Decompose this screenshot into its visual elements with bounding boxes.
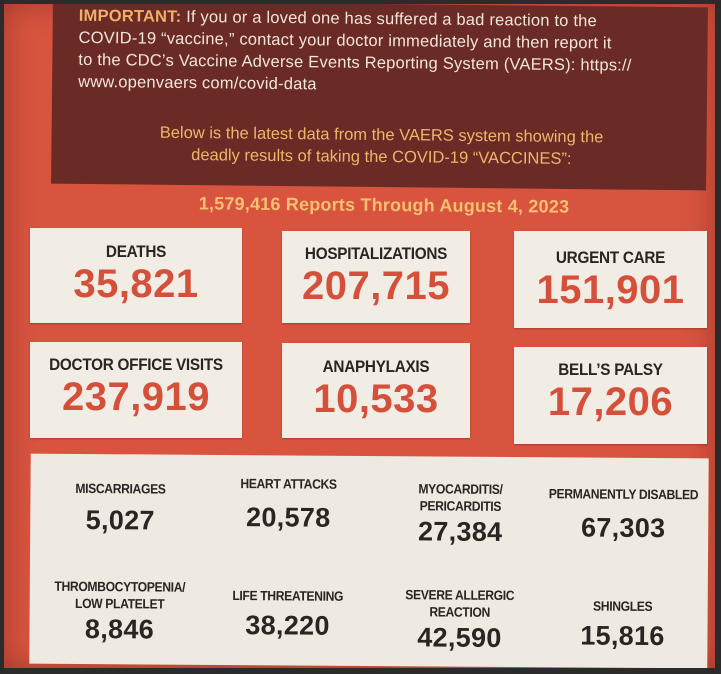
- stat-value: 20,578: [245, 502, 331, 533]
- reports-count-line: 1,579,416 Reports Through August 4, 2023: [198, 193, 570, 217]
- stat-label-line-1: THROMBOCYTOPENIA/: [54, 578, 186, 595]
- notice-subheading: Below is the latest data from the VAERS …: [81, 121, 681, 171]
- stat-value: 35,821: [73, 262, 199, 306]
- important-notice-box: IMPORTANT: If you or a loved one has suf…: [51, 4, 708, 191]
- stat-label-line-2: PERICARDITIS: [419, 498, 502, 514]
- stat-shingles: SHINGLES 15,816: [539, 597, 705, 652]
- stat-label: DEATHS: [105, 242, 167, 261]
- stat-label-line-2: REACTION: [429, 604, 490, 620]
- stat-heart-attacks: HEART ATTACKS 20,578: [208, 475, 368, 533]
- stat-label: SHINGLES: [593, 598, 653, 614]
- stat-value: 151,901: [536, 268, 685, 312]
- stat-severe-allergic-reaction: SEVERE ALLERGIC REACTION 42,590: [379, 586, 539, 653]
- stat-value: 42,590: [417, 622, 502, 653]
- stat-label: MISCARRIAGES: [75, 480, 166, 497]
- stat-value: 237,919: [61, 375, 211, 419]
- important-label: IMPORTANT:: [78, 6, 182, 26]
- stat-thrombocytopenia: THROMBOCYTOPENIA/ LOW PLATELET 8,846: [39, 578, 199, 645]
- stat-permanently-disabled: PERMANENTLY DISABLED 67,303: [538, 485, 708, 543]
- stat-life-threatening: LIFE THREATENING 38,220: [207, 587, 367, 641]
- stat-value: 67,303: [580, 512, 666, 544]
- notice-sub-line-2: deadly results of taking the COVID-19 “V…: [191, 146, 572, 169]
- notice-text: IMPORTANT: If you or a loved one has suf…: [78, 5, 689, 99]
- stat-label-line-2: LOW PLATELET: [75, 595, 165, 612]
- stat-label: HOSPITALIZATIONS: [304, 244, 448, 263]
- stat-miscarriages: MISCARRIAGES 5,027: [40, 480, 200, 536]
- notice-line-4: www.openvaers com/covid-data: [78, 72, 317, 94]
- stat-value: 5,027: [85, 505, 155, 536]
- stat-label-line-1: MYOCARDITIS/: [418, 481, 503, 497]
- notice-sub-line-1: Below is the latest data from the VAERS …: [159, 123, 604, 147]
- stat-card-urgent-care: URGENT CARE 151,901: [514, 231, 707, 328]
- stat-label: ANAPHYLAXIS: [322, 357, 430, 376]
- stat-label: DOCTOR OFFICE VISITS: [49, 355, 223, 374]
- notice-line-1: If you or a loved one has suffered a bad…: [186, 7, 598, 31]
- stat-label: LIFE THREATENING: [232, 588, 344, 604]
- stat-card-bells-palsy: BELL’S PALSY 17,206: [514, 347, 707, 444]
- stat-value: 8,846: [84, 614, 155, 645]
- stat-card-hospitalizations: HOSPITALIZATIONS 207,715: [282, 231, 470, 323]
- stat-myocarditis: MYOCARDITIS/ PERICARDITIS 27,384: [380, 480, 540, 547]
- stat-label: PERMANENTLY DISABLED: [548, 486, 699, 503]
- stat-value: 15,816: [580, 620, 665, 652]
- stat-value: 207,715: [301, 264, 451, 308]
- stat-card-doctor-office-visits: DOCTOR OFFICE VISITS 237,919: [30, 342, 242, 438]
- stat-card-deaths: DEATHS 35,821: [30, 228, 242, 323]
- newspaper-clipping: IMPORTANT: If you or a loved one has suf…: [4, 4, 715, 668]
- stat-label: HEART ATTACKS: [240, 476, 337, 492]
- stat-value: 27,384: [417, 516, 503, 547]
- stat-label-line-1: SEVERE ALLERGIC: [405, 587, 515, 604]
- stat-value: 38,220: [245, 610, 330, 641]
- stat-value: 10,533: [313, 377, 439, 421]
- notice-line-2: COVID-19 “vaccine,” contact your doctor …: [78, 28, 612, 53]
- notice-line-3: to the CDC’s Vaccine Adverse Events Repo…: [78, 50, 632, 75]
- stat-label: BELL’S PALSY: [558, 360, 663, 379]
- stat-value: 17,206: [547, 380, 674, 424]
- stat-label: URGENT CARE: [555, 248, 666, 267]
- stat-card-anaphylaxis: ANAPHYLAXIS 10,533: [282, 343, 470, 438]
- secondary-stats-grid: MISCARRIAGES 5,027 HEART ATTACKS 20,578 …: [29, 453, 709, 668]
